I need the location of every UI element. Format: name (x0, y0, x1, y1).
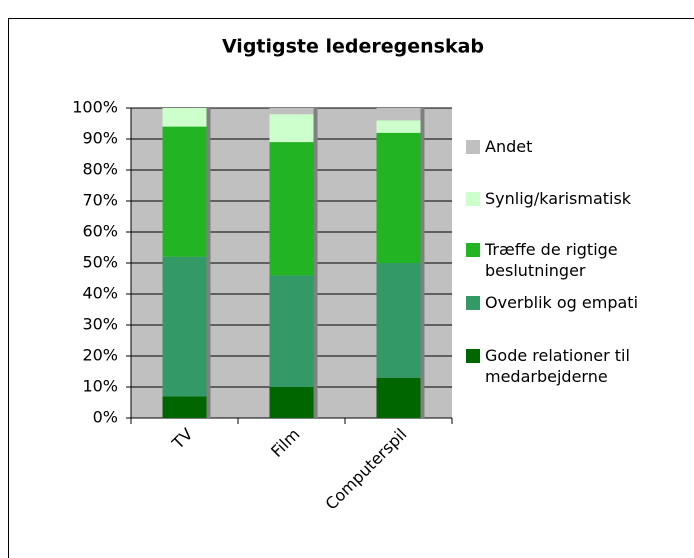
bar-segment (269, 142, 314, 276)
chart-title: Vigtigste lederegenskab (222, 36, 484, 58)
y-tick-label: 70% (82, 191, 118, 210)
legend-swatch (466, 192, 480, 206)
y-tick-label: 80% (82, 160, 118, 179)
legend-swatch (466, 243, 480, 257)
legend-swatch (466, 296, 480, 310)
y-tick-label: 40% (82, 284, 118, 303)
bar-segment (376, 263, 421, 378)
bar-segment (269, 108, 314, 115)
bar-shadow (420, 108, 425, 418)
y-tick-label: 60% (82, 222, 118, 241)
bar-shadow (313, 108, 318, 418)
bar-segment (269, 114, 314, 143)
legend-label: Gode relationer til medarbejderne (485, 346, 630, 386)
bar-segment (269, 387, 314, 418)
legend-swatch (466, 140, 480, 154)
y-tick-label: 100% (72, 98, 118, 117)
legend-label: Synlig/karismatisk (485, 189, 632, 208)
bar-segment (376, 377, 421, 418)
bar-shadow (206, 108, 211, 418)
legend-swatch (466, 349, 480, 363)
bar-segment (162, 256, 207, 397)
bar-segment (376, 108, 421, 121)
y-tick-label: 90% (82, 129, 118, 148)
bar-segment (162, 108, 207, 127)
bar-segment (162, 396, 207, 418)
bar-segment (162, 126, 207, 257)
bar-segment (376, 132, 421, 263)
legend-label: Overblik og empati (485, 293, 639, 312)
legend-label: Træffe de rigtige beslutninger (485, 240, 618, 280)
legend-label: Andet (485, 137, 533, 156)
y-tick-label: 30% (82, 315, 118, 334)
y-tick-label: 20% (82, 346, 118, 365)
bar-segment (376, 120, 421, 133)
y-tick-label: 10% (82, 377, 118, 396)
y-tick-label: 0% (93, 408, 118, 427)
y-tick-label: 50% (82, 253, 118, 272)
bar-segment (269, 275, 314, 387)
